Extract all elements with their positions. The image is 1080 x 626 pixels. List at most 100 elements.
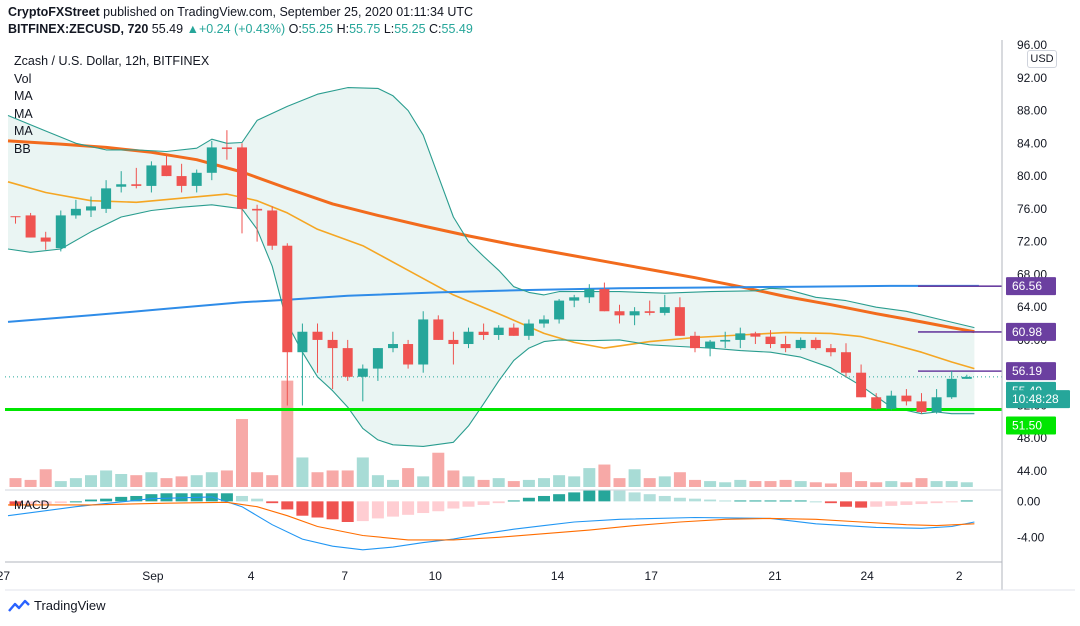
volume-bar (779, 479, 792, 487)
volume-bar (432, 452, 445, 487)
macd-hist-bar (840, 501, 852, 507)
x-tick-label: 14 (551, 569, 565, 583)
candle-body (342, 348, 353, 377)
x-tick-label: 7 (341, 569, 348, 583)
macd-hist-bar (54, 501, 67, 504)
candle-body (750, 333, 761, 337)
volume-bar (583, 468, 596, 487)
volume-bar (764, 481, 777, 487)
candle-body (101, 188, 112, 209)
candle-body (297, 331, 308, 353)
macd-hist-bar (130, 495, 143, 502)
high-value: 55.75 (349, 22, 381, 36)
macd-line-macd (7, 496, 975, 551)
volume-bar (704, 481, 717, 487)
macd-hist-bar (417, 501, 430, 514)
open-label: O: (288, 22, 302, 36)
volume-bar (311, 472, 324, 487)
candle-body (116, 184, 127, 187)
candle-body (825, 348, 836, 353)
last-price-text: 55.49 (151, 22, 184, 36)
low-value: 55.25 (394, 22, 426, 36)
candle-body (478, 331, 489, 336)
macd-tick-label: 0.00 (1017, 494, 1041, 508)
macd-hist-bar (794, 500, 807, 502)
candle-body (735, 333, 746, 340)
volume-bar (9, 478, 22, 487)
volume-bar (930, 481, 943, 487)
macd-hist-bar (371, 501, 384, 519)
price-tag-label: 51.50 (1012, 419, 1042, 433)
volume-bar (115, 474, 128, 487)
candle-body (327, 339, 338, 349)
axes: 96.0092.0088.0084.0080.0076.0072.0068.00… (0, 38, 1075, 591)
legend-item-ma-1[interactable]: MA (14, 89, 33, 103)
volume-bar (85, 475, 97, 487)
volume-bar (236, 419, 248, 487)
candle-body (674, 307, 685, 336)
x-tick-label: 27 (0, 569, 10, 583)
macd-hist-bar (915, 501, 928, 505)
volume-bar (855, 481, 868, 487)
y-tick-label: 88.00 (1017, 104, 1047, 118)
publisher-name[interactable]: CryptoFXStreet (8, 5, 100, 19)
volume-bar (266, 475, 279, 487)
macd-hist-bar (492, 501, 505, 504)
macd-hist-bar (930, 501, 943, 504)
price-tag-level (1006, 277, 1056, 296)
legend-item-bb[interactable]: BB (14, 141, 31, 156)
candle-body (146, 165, 157, 186)
candle-body (901, 395, 912, 402)
volume-bars (9, 380, 973, 487)
price-tag-level (1006, 362, 1056, 381)
candle-body (221, 147, 232, 150)
candle-body (584, 289, 595, 298)
price-tag-level (1006, 322, 1056, 341)
close-value: 55.49 (441, 22, 473, 36)
volume-bar (69, 478, 82, 487)
legend-item-vol[interactable]: Vol (14, 71, 32, 86)
candle-body (312, 331, 323, 340)
macd-hist-bar (507, 500, 520, 502)
chart-legend: Zcash / U.S. Dollar, 12h, BITFINEX Vol M… (14, 53, 209, 158)
candle-body (448, 339, 459, 345)
macd-hist-bar (628, 492, 641, 502)
price-tag-label: 66.56 (1012, 279, 1042, 293)
candle-body (554, 300, 565, 320)
volume-bar (538, 478, 550, 487)
legend-item-ma-2[interactable]: MA (14, 106, 33, 121)
volume-bar (220, 470, 233, 487)
volume-bar (130, 475, 143, 487)
volume-bar (190, 475, 203, 487)
line-bb-upper (7, 87, 975, 329)
macd-hist-bar (266, 501, 279, 504)
legend-item-ma-3[interactable]: MA (14, 124, 33, 138)
macd-hist-bar (719, 500, 732, 502)
macd-hist-bar (447, 501, 460, 509)
candle-body (916, 401, 927, 413)
volume-bar (719, 482, 732, 487)
candle-body (10, 216, 21, 218)
tradingview-logo[interactable]: TradingView (8, 598, 106, 613)
macd-hist-bar (39, 501, 52, 505)
candle-body (433, 319, 444, 340)
macd-hist-bar (251, 498, 264, 502)
volume-bar (673, 472, 686, 487)
x-tick-label: 21 (768, 569, 782, 583)
candle-body (252, 208, 263, 211)
candle-body (206, 147, 217, 173)
volume-bar (794, 481, 807, 487)
candle-body (161, 165, 172, 177)
price-tag-label: 56.19 (1012, 364, 1042, 378)
macd-hist-bar (673, 497, 686, 502)
volume-bar (205, 472, 218, 487)
currency-button[interactable]: USD (1027, 50, 1057, 68)
volume-bar (613, 478, 626, 487)
y-tick-label: 76.00 (1017, 202, 1047, 216)
macd-hist-bar (311, 501, 324, 518)
candlesticks (10, 130, 972, 414)
indicator-lines (7, 87, 979, 447)
volume-bar (402, 468, 415, 487)
macd-hist-bar (9, 501, 22, 506)
